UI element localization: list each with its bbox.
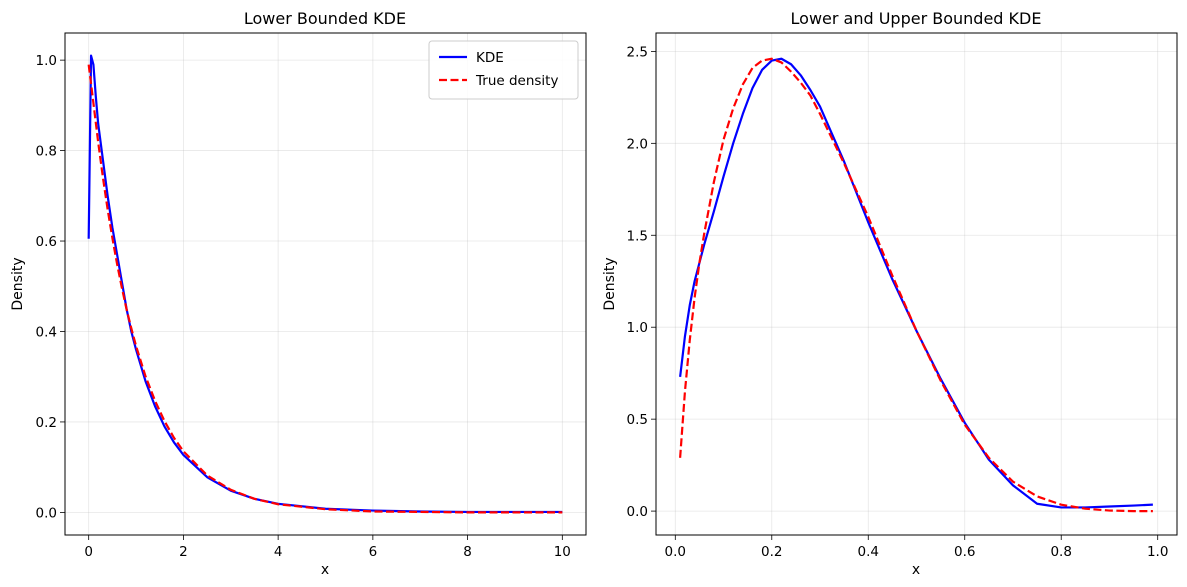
y-tick-label: 0.6 <box>36 234 57 250</box>
grid <box>65 33 586 535</box>
y-tick-label: 0.5 <box>627 412 648 428</box>
y-tick-label: 0.8 <box>36 144 57 160</box>
y-axis-label: Density <box>602 257 618 310</box>
y-tick-label: 1.0 <box>627 320 648 336</box>
x-tick-label: 0.0 <box>665 544 686 560</box>
x-tick-label: 6 <box>369 544 378 560</box>
legend-label: KDE <box>476 50 504 66</box>
ticks: 0 2 4 6 8 10 0.0 0.2 0.4 0.6 0.8 1.0 <box>36 53 571 560</box>
chart-title: Lower and Upper Bounded KDE <box>791 9 1042 28</box>
legend: KDE True density <box>428 40 579 100</box>
x-tick-label: 0.8 <box>1050 544 1071 560</box>
chart-lower-and-upper-bounded-kde: Lower and Upper Bounded KDE x Density 0.… <box>602 9 1178 578</box>
x-tick-label: 0.2 <box>761 544 782 560</box>
y-tick-label: 2.5 <box>627 44 648 60</box>
plot-frame <box>64 32 587 536</box>
x-tick-label: 10 <box>554 544 571 560</box>
legend-label: True density <box>475 73 558 89</box>
series-group <box>679 57 1153 513</box>
y-tick-label: 0.0 <box>36 505 57 521</box>
x-tick-label: 8 <box>463 544 472 560</box>
chart-title: Lower Bounded KDE <box>244 9 406 28</box>
y-tick-label: 1.5 <box>627 228 648 244</box>
x-axis-label: x <box>321 562 329 578</box>
y-tick-label: 0.2 <box>36 415 57 431</box>
x-tick-label: 0.4 <box>858 544 879 560</box>
x-tick-label: 0 <box>84 544 93 560</box>
grid <box>656 33 1177 535</box>
x-tick-label: 4 <box>274 544 283 560</box>
y-tick-label: 0.0 <box>627 504 648 520</box>
x-tick-label: 0.6 <box>954 544 975 560</box>
kde-line <box>679 57 1153 509</box>
x-axis-label: x <box>912 562 920 578</box>
y-tick-label: 0.4 <box>36 324 57 340</box>
y-tick-label: 1.0 <box>36 53 57 69</box>
true-density-line <box>87 64 563 514</box>
ticks: 0.0 0.2 0.4 0.6 0.8 1.0 0.0 0.5 1.0 1.5 2.0 2.5 <box>627 44 1169 560</box>
chart-lower-bounded-kde: Lower Bounded KDE x Density 0 2 4 6 8 10 0.0 0.… <box>10 9 587 578</box>
series-group <box>87 54 563 514</box>
x-tick-label: 1.0 <box>1147 544 1168 560</box>
kde-line <box>87 54 563 514</box>
y-axis-label: Density <box>10 257 26 310</box>
y-tick-label: 2.0 <box>627 136 648 152</box>
x-tick-label: 2 <box>179 544 188 560</box>
legend-box <box>428 40 579 100</box>
true-density-line <box>679 57 1153 513</box>
plot-frame <box>655 32 1178 536</box>
